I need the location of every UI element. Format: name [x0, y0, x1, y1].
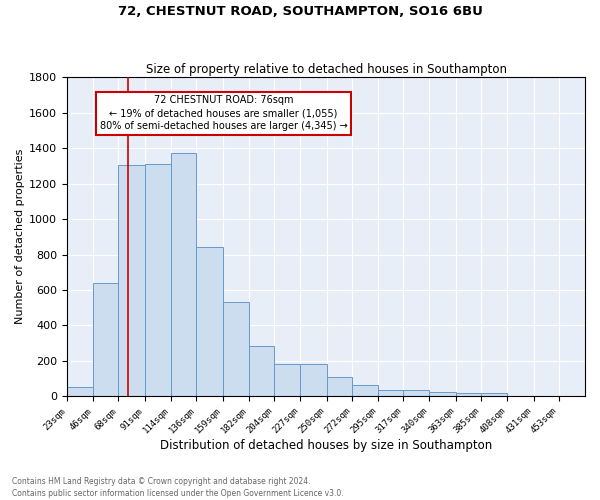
Bar [274, 364, 300, 396]
Bar [94, 283, 118, 397]
Bar [352, 385, 378, 396]
X-axis label: Distribution of detached houses by size in Southampton: Distribution of detached houses by size … [160, 440, 492, 452]
Text: 72, CHESTNUT ROAD, SOUTHAMPTON, SO16 6BU: 72, CHESTNUT ROAD, SOUTHAMPTON, SO16 6BU [118, 5, 482, 18]
Bar [145, 164, 171, 396]
Bar [223, 302, 249, 396]
Bar [67, 386, 94, 396]
Bar [249, 346, 274, 397]
Y-axis label: Number of detached properties: Number of detached properties [15, 149, 25, 324]
Bar [430, 392, 456, 396]
Bar [456, 394, 481, 396]
Bar [403, 390, 430, 396]
Title: Size of property relative to detached houses in Southampton: Size of property relative to detached ho… [146, 63, 506, 76]
Bar [481, 394, 507, 396]
Bar [118, 165, 145, 396]
Text: 72 CHESTNUT ROAD: 76sqm
← 19% of detached houses are smaller (1,055)
80% of semi: 72 CHESTNUT ROAD: 76sqm ← 19% of detache… [100, 95, 347, 132]
Bar [300, 364, 326, 396]
Bar [326, 378, 352, 396]
Bar [378, 390, 403, 396]
Text: Contains HM Land Registry data © Crown copyright and database right 2024.
Contai: Contains HM Land Registry data © Crown c… [12, 476, 344, 498]
Bar [171, 154, 196, 396]
Bar [196, 246, 223, 396]
